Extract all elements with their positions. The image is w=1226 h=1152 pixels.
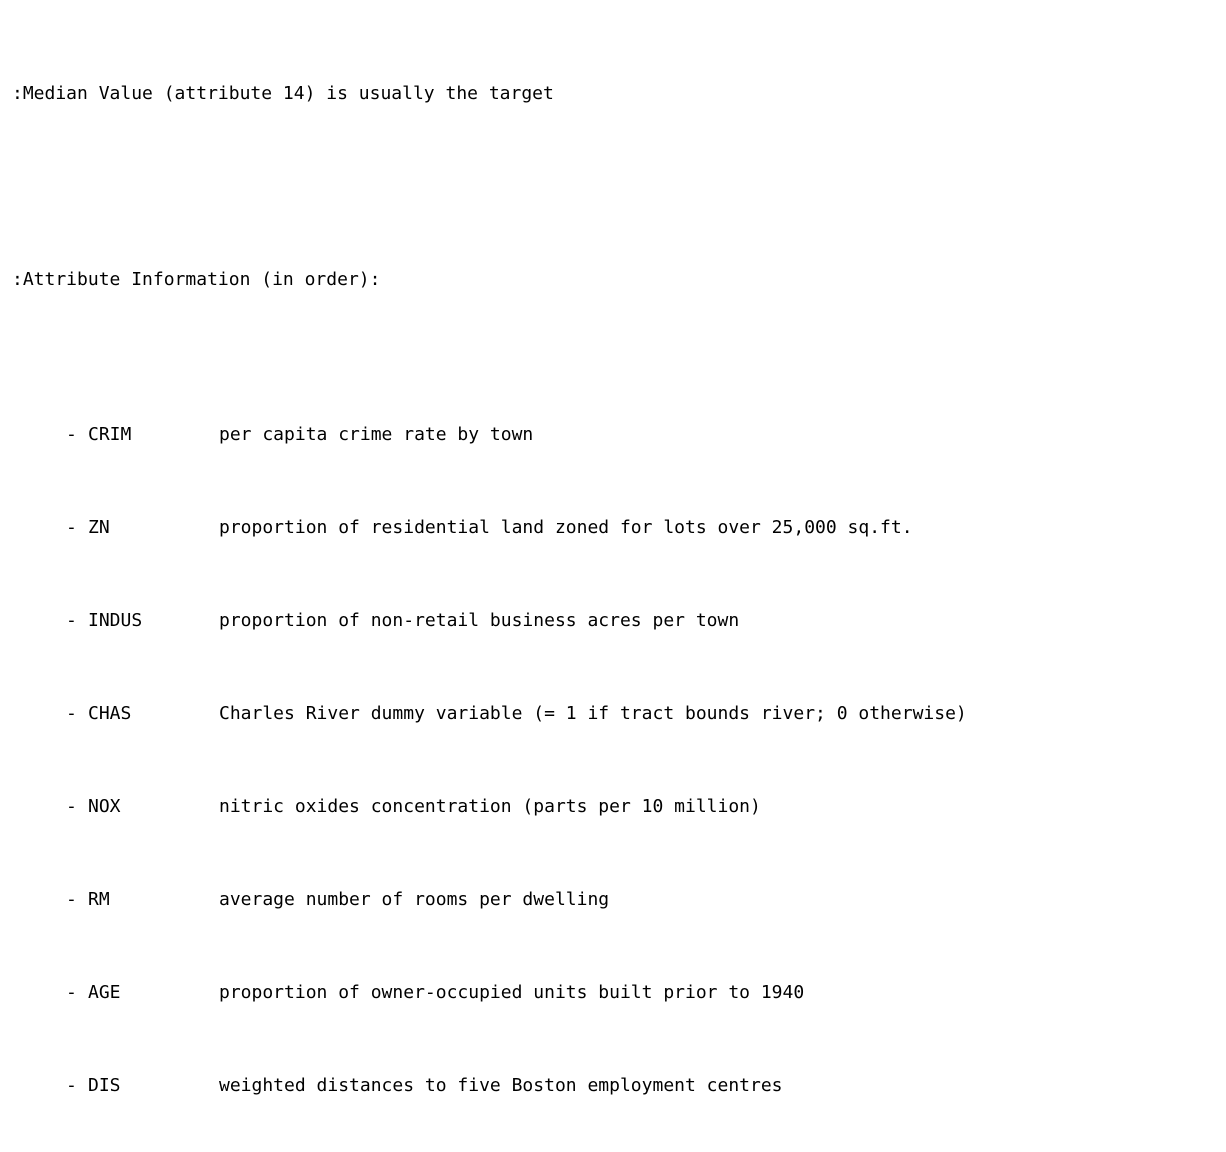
dataset-description: :Median Value (attribute 14) is usually …: [12, 16, 1212, 1152]
attribute-description: proportion of residential land zoned for…: [219, 517, 913, 538]
attribute-description: proportion of non-retail business acres …: [219, 610, 740, 631]
attribute-description: proportion of owner-occupied units built…: [219, 982, 805, 1003]
list-bullet: -: [66, 703, 77, 724]
list-bullet: -: [66, 610, 77, 631]
attribute-row: - DIS weighted distances to five Boston em…: [12, 1070, 1212, 1101]
attribute-description: average number of rooms per dwelling: [219, 889, 610, 910]
attribute-row: - ZN proportion of residential land zoned …: [12, 512, 1212, 543]
attribute-description: per capita crime rate by town: [219, 424, 534, 445]
attribute-row: - AGE proportion of owner-occupied units b…: [12, 977, 1212, 1008]
attribute-row: - CRIM per capita crime rate by town: [12, 419, 1212, 450]
list-bullet: -: [66, 1075, 77, 1096]
attribute-name: NOX: [88, 796, 121, 817]
list-bullet: -: [66, 517, 77, 538]
attribute-list: - CRIM per capita crime rate by town - ZN pr…: [12, 357, 1212, 1152]
attribute-name: DIS: [88, 1075, 121, 1096]
target-note: :Median Value (attribute 14) is usually …: [12, 83, 554, 104]
section-header: :Attribute Information (in order):: [12, 269, 381, 290]
blank-line: [12, 171, 1212, 202]
attribute-description: nitric oxides concentration (parts per 1…: [219, 796, 761, 817]
attribute-description: weighted distances to five Boston employ…: [219, 1075, 783, 1096]
attribute-name: CHAS: [88, 703, 132, 724]
list-bullet: -: [66, 796, 77, 817]
attribute-row: - INDUS proportion of non-retail business …: [12, 605, 1212, 636]
attribute-row: - CHAS Charles River dummy variable (= 1 i…: [12, 698, 1212, 729]
attribute-name: CRIM: [88, 424, 132, 445]
attribute-name: INDUS: [88, 610, 143, 631]
attribute-row: - RM average number of rooms per dwelling: [12, 884, 1212, 915]
list-bullet: -: [66, 889, 77, 910]
attribute-name: RM: [88, 889, 110, 910]
list-bullet: -: [66, 424, 77, 445]
attribute-name: ZN: [88, 517, 110, 538]
attribute-row: - NOX nitric oxides concentration (parts p…: [12, 791, 1212, 822]
list-bullet: -: [66, 982, 77, 1003]
attribute-name: AGE: [88, 982, 121, 1003]
attribute-description: Charles River dummy variable (= 1 if tra…: [219, 703, 967, 724]
